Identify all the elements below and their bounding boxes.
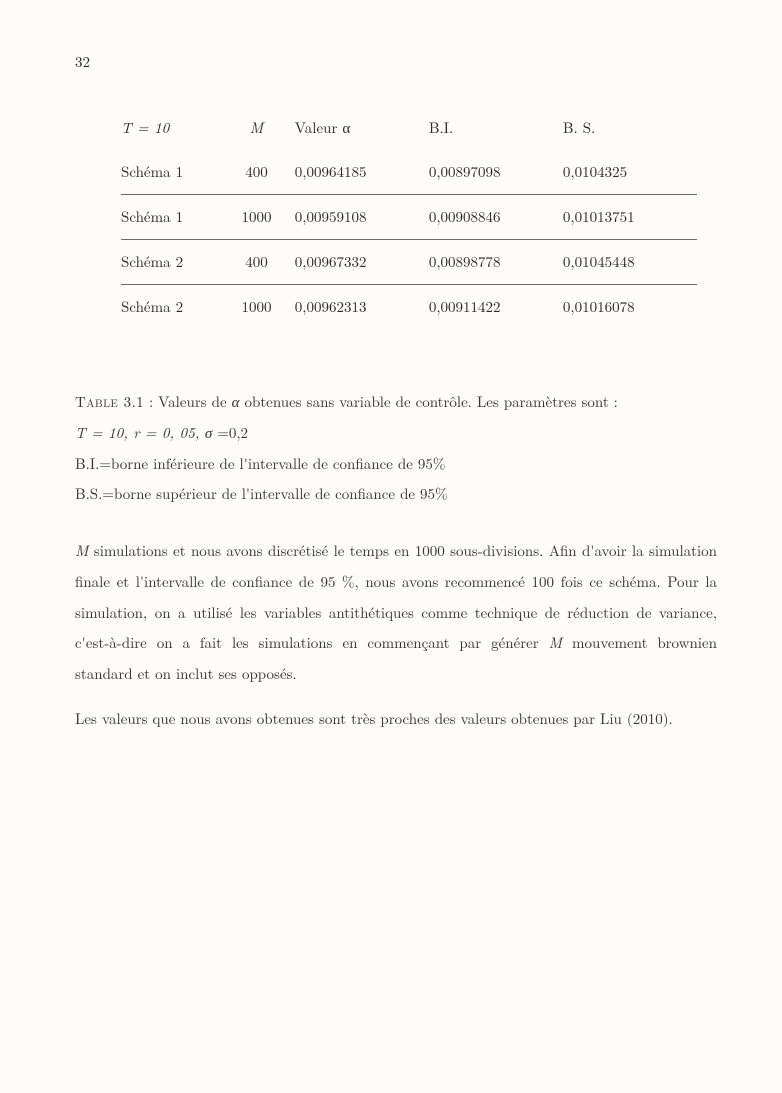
caption-params-post: =0,2 (212, 422, 248, 443)
table-row: Schéma 1 1000 0,00959108 0,00908846 0,01… (121, 195, 697, 240)
caption-bs-def: B.S.=borne supérieur de l'intervalle de … (75, 483, 448, 504)
caption-text1b: obtenues sans variable de contrôle. Les … (240, 391, 618, 412)
cell-m: 400 (230, 150, 295, 194)
header-scheme-text: T = 10 (121, 117, 169, 138)
table-row: Schéma 2 400 0,00967332 0,00898778 0,010… (121, 240, 697, 285)
cell-scheme: Schéma 2 (121, 240, 230, 285)
table-row: Schéma 2 1000 0,00962313 0,00911422 0,01… (121, 285, 697, 330)
cell-val: 0,00964185 (295, 150, 429, 194)
header-val: Valeur α (295, 106, 429, 150)
cell-val: 0,00962313 (295, 285, 429, 330)
cell-bs: 0,01016078 (563, 285, 697, 330)
cell-scheme: Schéma 1 (121, 150, 230, 194)
cell-m: 1000 (230, 195, 295, 240)
table-container: T = 10 M Valeur α B.I. B. S. Schéma 1 40… (121, 106, 697, 329)
cell-bi: 0,00898778 (429, 240, 563, 285)
caption-label: Table 3.1 (75, 391, 144, 412)
caption-bi-def: B.I.=borne inférieure de l'intervalle de… (75, 453, 445, 474)
header-m: M (230, 106, 295, 150)
cell-bs: 0,01013751 (563, 195, 697, 240)
page-number: 32 (75, 50, 717, 74)
cell-bi: 0,00911422 (429, 285, 563, 330)
alpha-symbol: α (232, 391, 240, 412)
paragraph-2: Les valeurs que nous avons obtenues sont… (75, 704, 717, 735)
header-bi: B.I. (429, 106, 563, 150)
paragraph-1: M simulations et nous avons discrétisé l… (75, 536, 717, 690)
table-row: Schéma 1 400 0,00964185 0,00897098 0,010… (121, 150, 697, 194)
cell-m: 1000 (230, 285, 295, 330)
table-header-row: T = 10 M Valeur α B.I. B. S. (121, 106, 697, 150)
cell-scheme: Schéma 2 (121, 285, 230, 330)
cell-bi: 0,00908846 (429, 195, 563, 240)
cell-scheme: Schéma 1 (121, 195, 230, 240)
cell-val: 0,00967332 (295, 240, 429, 285)
var-m: M (75, 540, 88, 561)
cell-val: 0,00959108 (295, 195, 429, 240)
cell-bs: 0,0104325 (563, 150, 697, 194)
caption-text1a: : Valeurs de (144, 391, 232, 412)
header-bi-text: B.I. (429, 117, 453, 138)
cell-bi: 0,00897098 (429, 150, 563, 194)
header-m-text: M (250, 117, 263, 138)
header-bs: B. S. (563, 106, 697, 150)
cell-m: 400 (230, 240, 295, 285)
table-caption: Table 3.1 : Valeurs de α obtenues sans v… (75, 387, 717, 510)
var-m2: M (549, 632, 562, 653)
cell-bs: 0,01045448 (563, 240, 697, 285)
alpha-values-table: T = 10 M Valeur α B.I. B. S. Schéma 1 40… (121, 106, 697, 329)
header-val-text: Valeur α (295, 117, 350, 138)
caption-params-pre: T = 10, r = 0, 05, (75, 422, 205, 443)
header-scheme: T = 10 (121, 106, 230, 150)
header-bs-text: B. S. (563, 117, 595, 138)
